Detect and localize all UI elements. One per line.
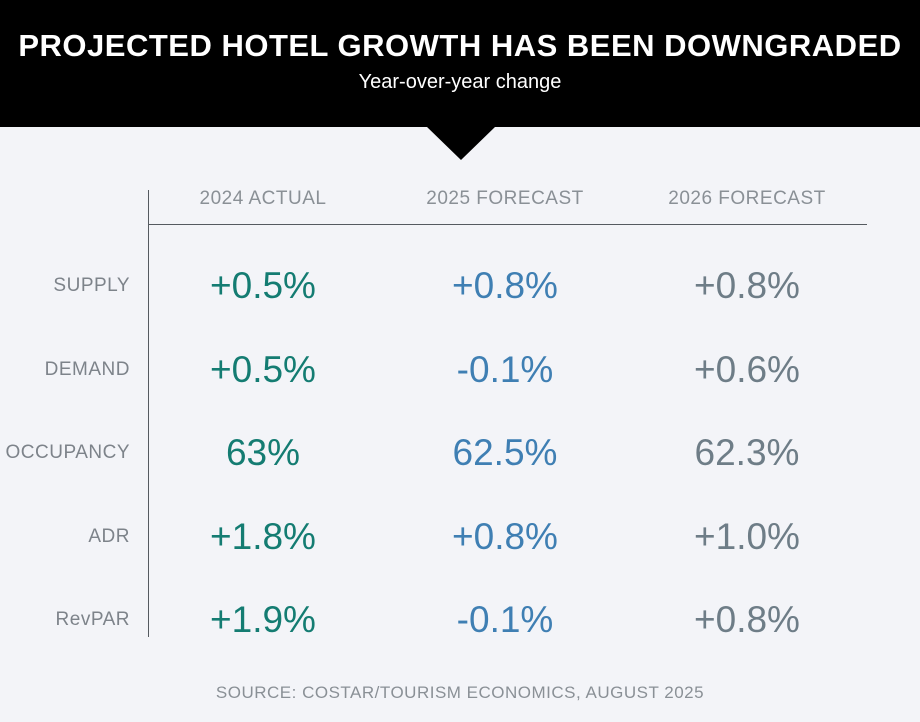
row-label-demand: DEMAND bbox=[44, 359, 130, 380]
table-cell: +0.8% bbox=[694, 265, 800, 306]
table-cell: +0.5% bbox=[210, 349, 316, 390]
header-divider bbox=[148, 224, 867, 225]
table-cell: +1.9% bbox=[210, 599, 316, 640]
row-label-divider bbox=[148, 190, 149, 637]
column-header-2026-forecast: 2026 FORECAST bbox=[668, 188, 826, 209]
pointer-triangle bbox=[426, 126, 496, 160]
row-label-supply: SUPPLY bbox=[53, 275, 130, 296]
table-cell: +1.0% bbox=[694, 516, 800, 557]
table-cell: +0.8% bbox=[452, 516, 558, 557]
table-cell: +0.8% bbox=[694, 599, 800, 640]
table-cell: -0.1% bbox=[456, 349, 554, 390]
table-cell: +0.8% bbox=[452, 265, 558, 306]
source-note: SOURCE: COSTAR/TOURISM ECONOMICS, AUGUST… bbox=[215, 683, 705, 702]
table-cell: +0.5% bbox=[210, 265, 316, 306]
table-cell: 63% bbox=[225, 432, 301, 473]
chart-title: PROJECTED HOTEL GROWTH HAS BEEN DOWNGRAD… bbox=[18, 28, 902, 63]
column-header-2025-forecast: 2025 FORECAST bbox=[426, 188, 584, 209]
table-cell: -0.1% bbox=[456, 599, 554, 640]
table-cell: 62.5% bbox=[452, 432, 558, 473]
chart-subtitle: Year-over-year change bbox=[358, 71, 562, 93]
column-header-2024-actual: 2024 ACTUAL bbox=[199, 188, 327, 209]
table-cell: +0.6% bbox=[694, 349, 800, 390]
header-banner: PROJECTED HOTEL GROWTH HAS BEEN DOWNGRAD… bbox=[0, 0, 920, 127]
row-label-occupancy: OCCUPANCY bbox=[5, 442, 130, 463]
table-cell: 62.3% bbox=[694, 432, 800, 473]
row-label-revpar: RevPAR bbox=[55, 609, 130, 630]
row-label-adr: ADR bbox=[88, 526, 130, 547]
table-cell: +1.8% bbox=[210, 516, 316, 557]
